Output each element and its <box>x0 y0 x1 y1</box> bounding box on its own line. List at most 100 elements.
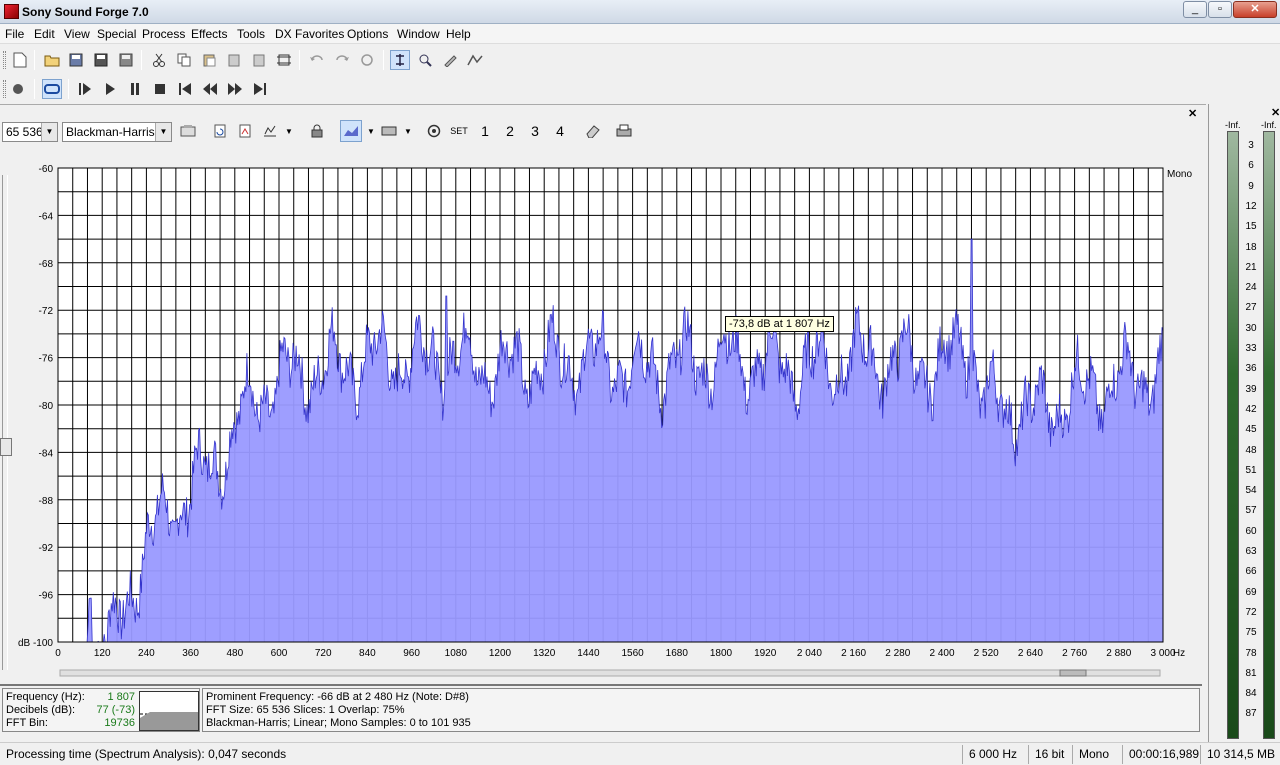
spectrum-line <box>58 238 1164 643</box>
toolbar-separator <box>383 50 384 70</box>
spectrum-chart[interactable]: 0 120 240 360 480 600 720 840 960 1080 1200 1320 144… <box>0 0 1206 690</box>
window-function-value: Blackman-Harris <box>66 125 155 139</box>
trim-crop-icon[interactable] <box>274 50 294 70</box>
y-tick-label: -68 <box>39 259 54 270</box>
pause-icon[interactable] <box>125 79 145 99</box>
minimize-button[interactable]: _ <box>1183 1 1207 18</box>
undo-icon[interactable] <box>307 50 327 70</box>
graph-fill-icon[interactable] <box>340 120 362 142</box>
close-icon[interactable]: ✕ <box>1188 108 1198 120</box>
paste-crossfade-icon[interactable] <box>249 50 269 70</box>
x-tick-label: 2 520 <box>974 648 999 659</box>
stop-icon[interactable] <box>150 79 170 99</box>
repeat-icon[interactable] <box>357 50 377 70</box>
save-all-icon[interactable] <box>116 50 136 70</box>
play-all-icon[interactable] <box>75 79 95 99</box>
meter-scale-label: 42 <box>1245 403 1257 415</box>
mini-graph <box>139 691 199 731</box>
x-tick-label: 480 <box>226 648 243 659</box>
toolbar-grip[interactable] <box>3 51 6 69</box>
go-to-start-icon[interactable] <box>175 79 195 99</box>
window-function-select[interactable]: Blackman-Harris ▼ <box>62 122 172 142</box>
lock-icon[interactable] <box>307 120 327 142</box>
close-button[interactable]: ✕ <box>1233 1 1277 18</box>
cursor-tooltip: -73,8 dB at 1 807 Hz <box>725 316 834 332</box>
menu-dx-favorites[interactable]: DX Favorites <box>275 27 345 41</box>
set-button[interactable]: SET <box>450 126 468 136</box>
x-tick-label: 240 <box>138 648 155 659</box>
loop-playback-icon[interactable] <box>42 79 62 99</box>
display-mode-icon[interactable] <box>379 120 399 142</box>
window-samples: Blackman-Harris; Linear; Mono Samples: 0… <box>206 717 471 729</box>
y-tick-label: -88 <box>39 496 54 507</box>
horizontal-scrollbar[interactable] <box>59 669 1161 677</box>
chevron-down-icon[interactable]: ▼ <box>41 123 57 141</box>
app-icon <box>4 4 19 19</box>
go-to-end-icon[interactable] <box>250 79 270 99</box>
envelope-tool-icon[interactable] <box>465 50 485 70</box>
fast-forward-icon[interactable] <box>225 79 245 99</box>
menu-edit[interactable]: Edit <box>34 27 55 41</box>
redo-icon[interactable] <box>332 50 352 70</box>
play-icon[interactable] <box>100 79 120 99</box>
cut-icon[interactable] <box>149 50 169 70</box>
edit-tool-icon[interactable] <box>390 50 410 70</box>
chart-axes: 0 120 240 360 480 600 720 840 960 1080 1200 1320 144… <box>18 164 1192 659</box>
meter-scale-label: 81 <box>1245 667 1257 679</box>
chevron-down-icon[interactable]: ▼ <box>404 126 412 136</box>
sonogram-icon[interactable] <box>235 120 255 142</box>
channel-label: Mono <box>1167 169 1192 180</box>
x-tick-label: 2 760 <box>1062 648 1087 659</box>
toolbar-separator <box>299 50 300 70</box>
refresh-icon[interactable] <box>210 120 230 142</box>
save-icon[interactable] <box>66 50 86 70</box>
magnify-tool-icon[interactable] <box>415 50 435 70</box>
save-as-icon[interactable] <box>91 50 111 70</box>
paste-mix-icon[interactable] <box>224 50 244 70</box>
new-file-icon[interactable] <box>10 50 30 70</box>
menu-tools[interactable]: Tools <box>237 27 266 41</box>
maximize-button[interactable]: ▫ <box>1208 1 1232 18</box>
menu-special[interactable]: Special <box>97 27 137 41</box>
slider-thumb[interactable] <box>0 438 12 456</box>
x-tick-label: 2 040 <box>797 648 822 659</box>
fft-size-select[interactable]: 65 536 ▼ <box>2 122 58 142</box>
meter-bar-left <box>1227 131 1239 739</box>
status-disk-space: 10 314,5 MB <box>1200 745 1280 764</box>
close-icon[interactable]: ✕ <box>1271 107 1280 119</box>
paste-icon[interactable] <box>199 50 219 70</box>
x-tick-label: 120 <box>94 648 111 659</box>
open-folder-icon[interactable] <box>42 50 62 70</box>
chart-type-icon[interactable] <box>260 120 280 142</box>
scrollbar-thumb[interactable] <box>1059 669 1087 677</box>
snapshot-1-button[interactable]: 1 <box>481 123 489 139</box>
meter-scale-label: 30 <box>1245 322 1257 334</box>
rewind-icon[interactable] <box>200 79 220 99</box>
menu-process[interactable]: Process <box>142 27 186 41</box>
eraser-icon[interactable] <box>583 120 603 142</box>
copy-icon[interactable] <box>174 50 194 70</box>
menu-effects[interactable]: Effects <box>191 27 228 41</box>
menu-window[interactable]: Window <box>397 27 440 41</box>
snapshot-3-button[interactable]: 3 <box>531 123 539 139</box>
snapshot-4-button[interactable]: 4 <box>556 123 564 139</box>
x-tick-label: 1680 <box>666 648 689 659</box>
x-tick-label: 840 <box>359 648 376 659</box>
menu-help[interactable]: Help <box>446 27 471 41</box>
print-icon[interactable] <box>613 120 635 142</box>
hold-icon[interactable] <box>424 120 444 142</box>
x-tick-label: 0 <box>55 648 61 659</box>
menu-file[interactable]: File <box>5 27 25 41</box>
chevron-down-icon[interactable]: ▼ <box>285 126 293 136</box>
settings-icon[interactable] <box>178 120 198 142</box>
pencil-tool-icon[interactable] <box>440 50 460 70</box>
chevron-down-icon[interactable]: ▼ <box>367 126 375 136</box>
toolbar-grip[interactable] <box>3 80 6 98</box>
y-tick-label: -76 <box>39 354 54 365</box>
record-icon[interactable] <box>8 79 28 99</box>
chevron-down-icon[interactable]: ▼ <box>155 123 171 141</box>
menu-options[interactable]: Options <box>347 27 389 41</box>
menu-view[interactable]: View <box>64 27 90 41</box>
snapshot-2-button[interactable]: 2 <box>506 123 514 139</box>
vertical-zoom-slider[interactable] <box>2 175 8 670</box>
